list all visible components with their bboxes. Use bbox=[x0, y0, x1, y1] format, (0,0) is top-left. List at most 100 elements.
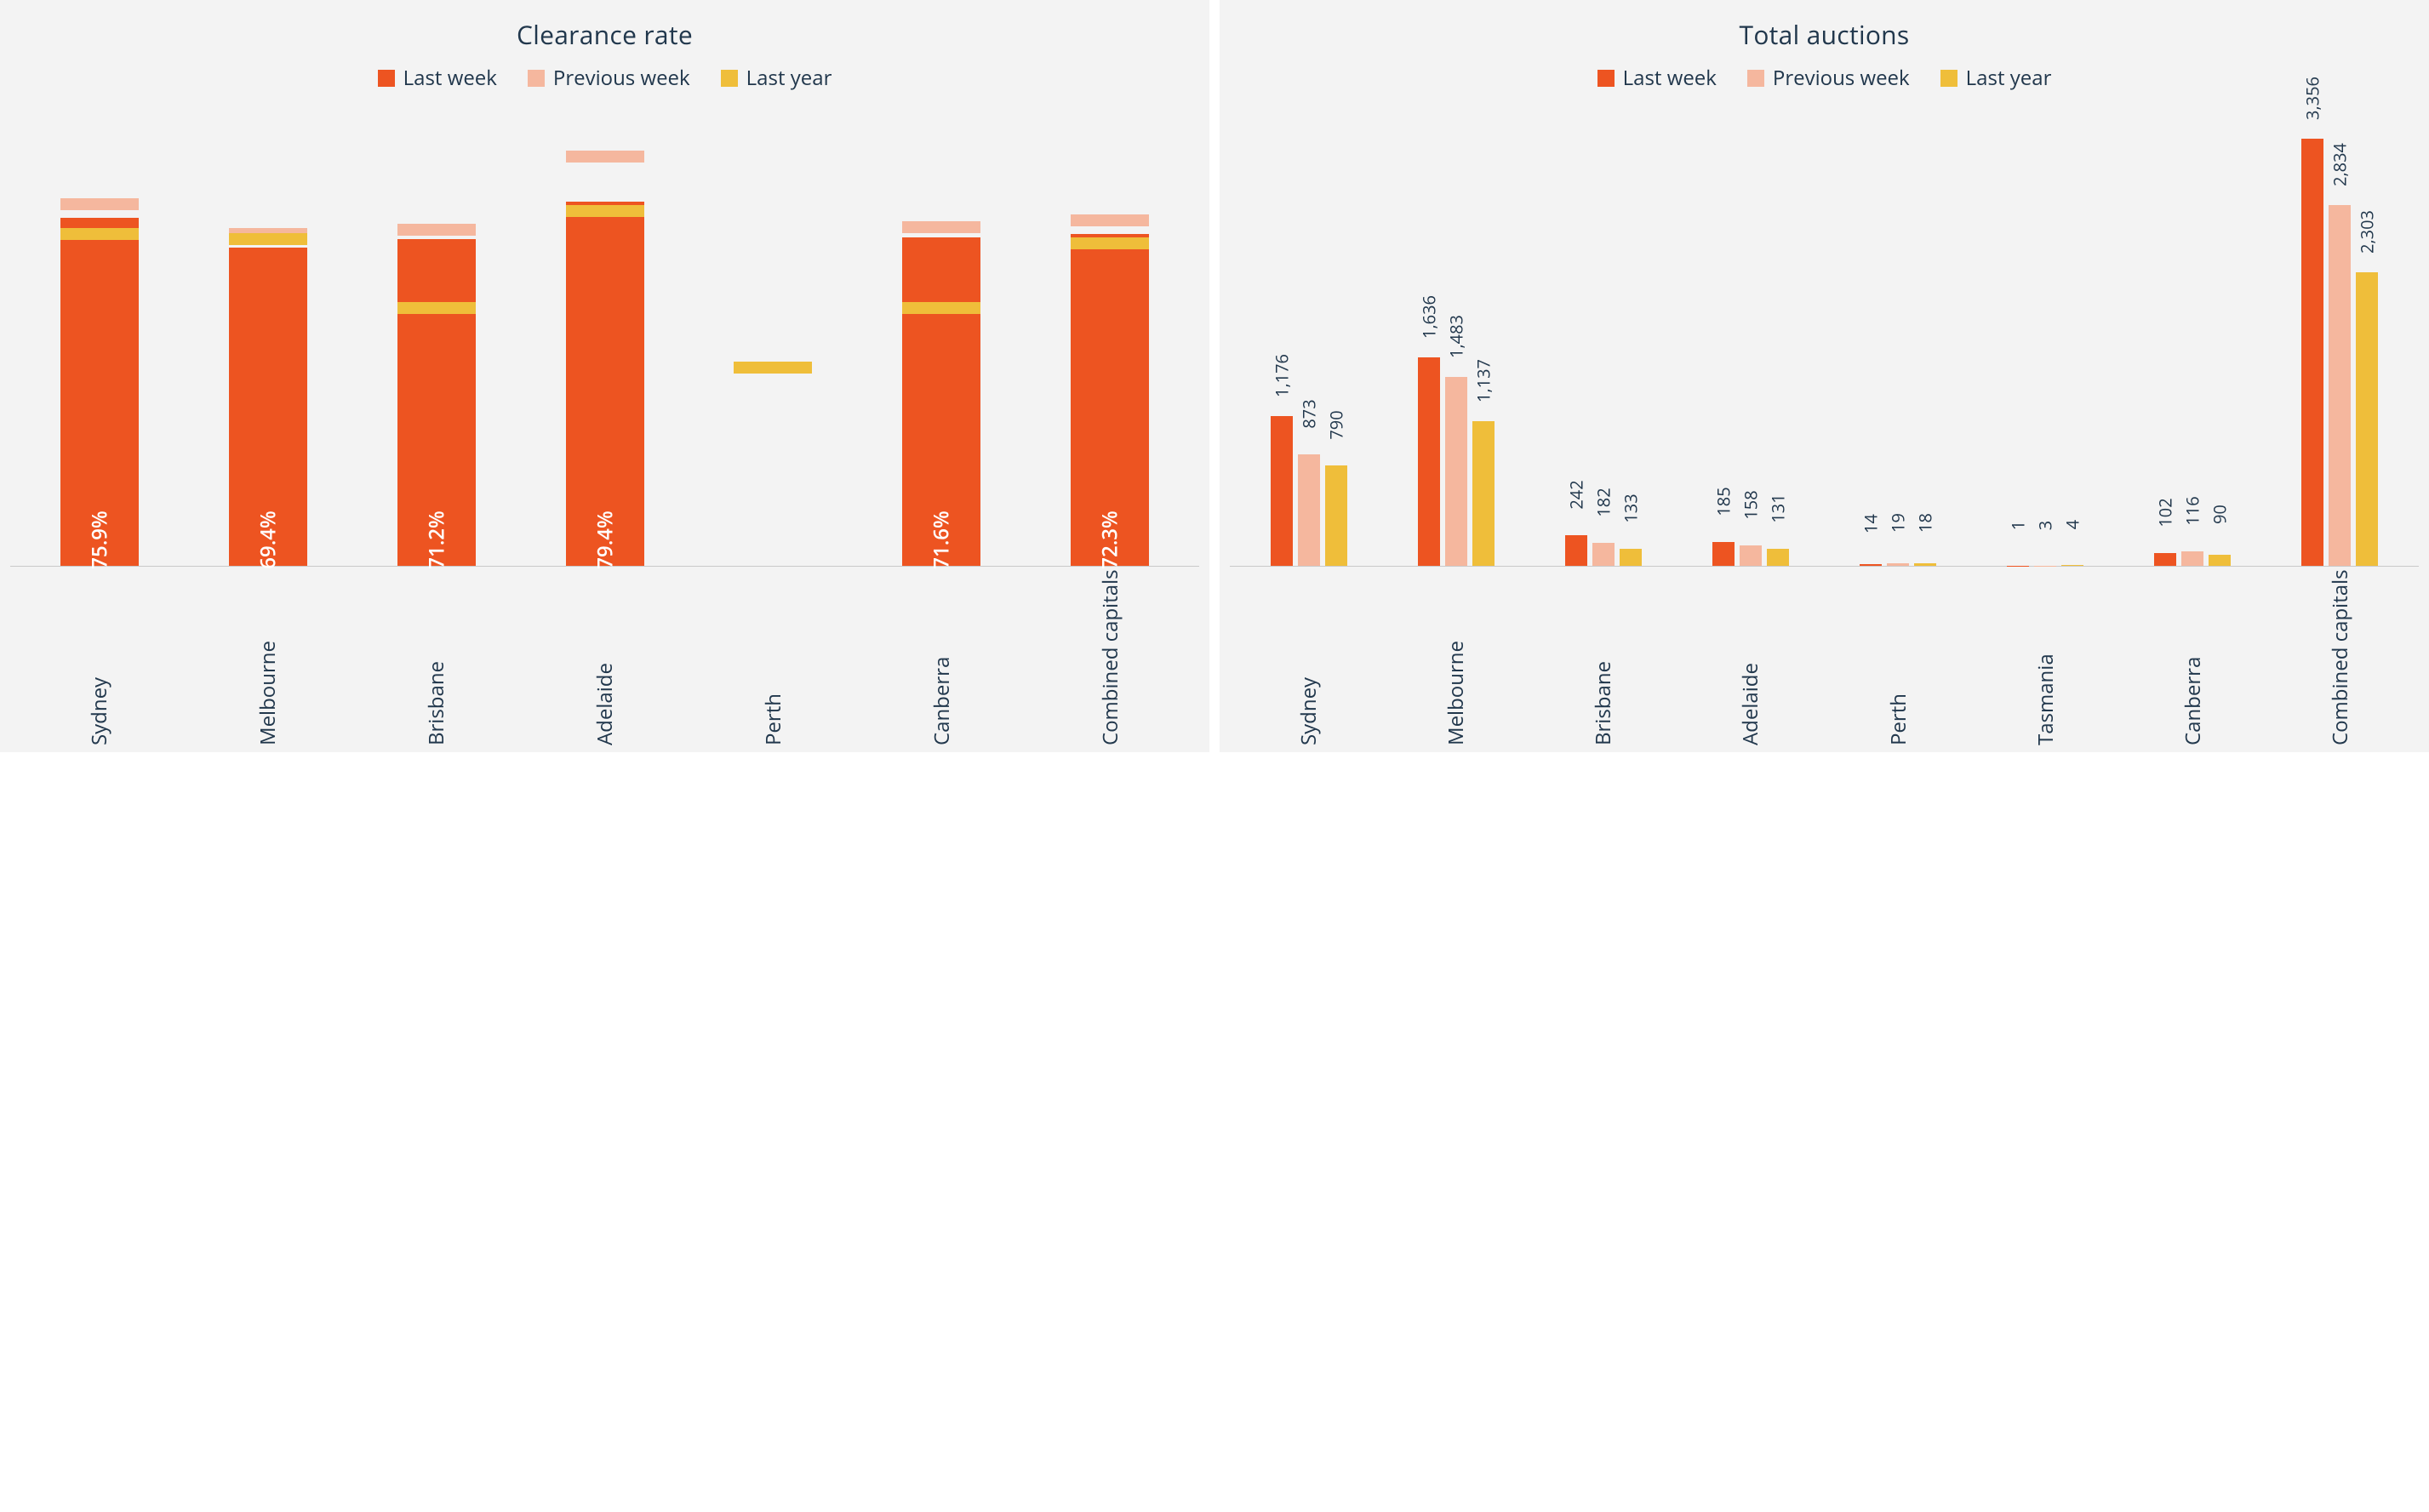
bar-group: 185158131 bbox=[1677, 107, 1824, 566]
bar-last-week: 1,176 bbox=[1271, 416, 1293, 566]
bar-value-label: 133 bbox=[1619, 494, 1642, 522]
bar-last-week: 69.4% bbox=[229, 248, 307, 566]
bar-last-year: 18 bbox=[1914, 563, 1936, 566]
bar-group: 134 bbox=[1972, 107, 2119, 566]
total-auctions-title: Total auctions bbox=[1230, 17, 2419, 52]
swatch-last-year bbox=[721, 70, 738, 87]
bar-last-week: 14 bbox=[1860, 564, 1882, 566]
bar-value-label: 131 bbox=[1766, 494, 1789, 523]
clearance-rate-title: Clearance rate bbox=[10, 17, 1199, 52]
marker-previous-week bbox=[566, 151, 644, 163]
bar-previous-week: 2,834 bbox=[2329, 205, 2351, 566]
bar-value-label: 19 bbox=[1887, 513, 1910, 533]
bar-value-label: 873 bbox=[1297, 400, 1320, 429]
marker-last-year bbox=[566, 205, 644, 217]
bar-value-label: 71.6% bbox=[928, 511, 956, 568]
x-axis-label: Brisbane bbox=[422, 575, 450, 745]
bar-value-label: 3,356 bbox=[2301, 77, 2324, 120]
bar-value-label: 14 bbox=[1860, 514, 1883, 533]
bar-last-year: 1,137 bbox=[1472, 421, 1495, 566]
bar-group bbox=[689, 107, 857, 566]
bar-last-week: 79.4% bbox=[566, 202, 644, 566]
marker-last-year bbox=[397, 302, 476, 314]
swatch-last-week bbox=[378, 70, 395, 87]
bar-group: 141918 bbox=[1825, 107, 1972, 566]
bar-value-label: 1,137 bbox=[1472, 359, 1495, 402]
bar-value-label: 72.3% bbox=[1096, 511, 1124, 568]
legend-last-year: Last year bbox=[721, 64, 832, 92]
bar-value-label: 75.9% bbox=[85, 511, 113, 568]
swatch-previous-week bbox=[1747, 70, 1764, 87]
bar-last-week: 185 bbox=[1712, 542, 1735, 566]
bar-previous-week: 182 bbox=[1592, 543, 1615, 566]
x-axis-label: Canberra bbox=[2179, 575, 2207, 745]
total-auctions-legend: Last week Previous week Last year bbox=[1230, 64, 2419, 92]
legend-label-previous-week: Previous week bbox=[1773, 64, 1910, 92]
clearance-rate-plot: 75.9% 69.4% 71.2% 79.4% 71.6% 72.3% bbox=[10, 107, 1199, 567]
bar-value-label: 90 bbox=[2209, 505, 2232, 524]
legend-label-previous-week: Previous week bbox=[553, 64, 690, 92]
bar-value-label: 1,483 bbox=[1444, 315, 1467, 358]
legend-label-last-week: Last week bbox=[1623, 64, 1717, 92]
bar-group: 71.2% bbox=[352, 107, 521, 566]
legend-previous-week: Previous week bbox=[528, 64, 690, 92]
bar-previous-week: 19 bbox=[1887, 563, 1909, 566]
bar-value-label: 18 bbox=[1914, 513, 1937, 533]
clearance-rate-legend: Last week Previous week Last year bbox=[10, 64, 1199, 92]
bar-value-label: 3 bbox=[2034, 520, 2057, 529]
x-axis-label: Adelaide bbox=[1736, 575, 1764, 745]
x-axis-label: Melbourne bbox=[254, 575, 282, 745]
x-axis-label: Combined capitals bbox=[1096, 575, 1124, 745]
bar-slot bbox=[734, 107, 812, 566]
legend-label-last-year: Last year bbox=[1966, 64, 2052, 92]
bar-last-week: 71.2% bbox=[397, 239, 476, 566]
bar-last-week: 242 bbox=[1565, 535, 1587, 566]
bar-value-label: 79.4% bbox=[591, 511, 619, 568]
x-axis-label: Perth bbox=[759, 575, 787, 745]
bar-group: 79.4% bbox=[521, 107, 689, 566]
bar-group: 72.3% bbox=[1026, 107, 1194, 566]
bar-last-year: 133 bbox=[1620, 549, 1642, 566]
swatch-last-year bbox=[1940, 70, 1957, 87]
bar-group: 75.9% bbox=[15, 107, 184, 566]
marker-last-year bbox=[902, 302, 980, 314]
x-axis-label: Sydney bbox=[1295, 575, 1323, 745]
x-axis-label: Combined capitals bbox=[2326, 575, 2354, 745]
x-axis-label: Perth bbox=[1884, 575, 1912, 745]
bar-value-label: 2,303 bbox=[2356, 210, 2379, 254]
bar-last-week: 1,636 bbox=[1418, 357, 1440, 566]
bar-value-label: 2,834 bbox=[2329, 143, 2352, 186]
bar-value-label: 4 bbox=[2061, 520, 2084, 529]
legend-label-last-week: Last week bbox=[403, 64, 497, 92]
bar-slot: 79.4% bbox=[566, 107, 644, 566]
marker-last-year bbox=[229, 233, 307, 245]
clearance-rate-panel: Clearance rate Last week Previous week L… bbox=[0, 0, 1209, 752]
bar-slot: 69.4% bbox=[229, 107, 307, 566]
marker-previous-week bbox=[1071, 214, 1149, 226]
bar-group: 10211690 bbox=[2119, 107, 2266, 566]
bar-slot: 72.3% bbox=[1071, 107, 1149, 566]
bar-group: 69.4% bbox=[184, 107, 352, 566]
x-axis-label: Melbourne bbox=[1442, 575, 1470, 745]
total-auctions-xlabels: SydneyMelbourneBrisbaneAdelaidePerthTasm… bbox=[1230, 575, 2419, 745]
bar-value-label: 1,176 bbox=[1270, 354, 1293, 397]
bar-value-label: 185 bbox=[1712, 488, 1735, 516]
bar-value-label: 102 bbox=[2154, 498, 2177, 527]
marker-previous-week bbox=[902, 221, 980, 233]
bar-group: 1,6361,4831,137 bbox=[1382, 107, 1529, 566]
bar-group: 242182133 bbox=[1529, 107, 1677, 566]
swatch-previous-week bbox=[528, 70, 545, 87]
marker-last-year bbox=[734, 362, 812, 374]
bar-last-year: 90 bbox=[2209, 555, 2231, 566]
bar-slot: 71.2% bbox=[397, 107, 476, 566]
swatch-last-week bbox=[1597, 70, 1615, 87]
bar-group: 1,176873790 bbox=[1235, 107, 1382, 566]
bar-last-year: 131 bbox=[1767, 549, 1789, 566]
bar-last-week: 3,356 bbox=[2301, 139, 2323, 566]
bar-last-week: 72.3% bbox=[1071, 234, 1149, 566]
bar-value-label: 71.2% bbox=[422, 511, 450, 568]
legend-last-year: Last year bbox=[1940, 64, 2052, 92]
bar-group: 71.6% bbox=[857, 107, 1026, 566]
bar-value-label: 790 bbox=[1324, 410, 1347, 439]
x-axis-label: Adelaide bbox=[591, 575, 619, 745]
